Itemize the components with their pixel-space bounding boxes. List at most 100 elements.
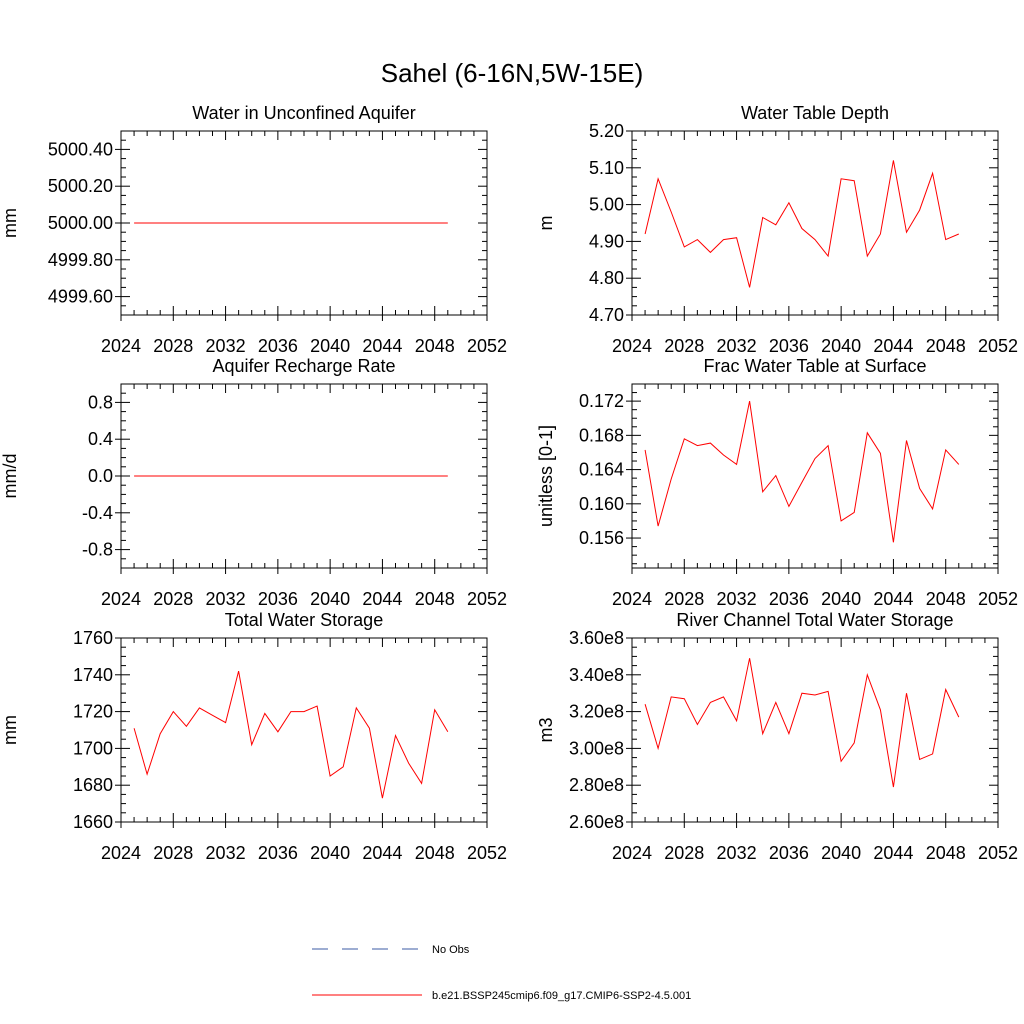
series-line (644, 658, 960, 788)
y-tick-label: 1720 (73, 702, 113, 722)
x-tick-label: 2028 (153, 589, 193, 609)
x-tick-label: 2040 (310, 589, 350, 609)
y-axis-label: m3 (536, 717, 556, 742)
y-tick-label: 0.0 (88, 466, 113, 486)
x-tick-label: 2032 (717, 589, 757, 609)
x-tick-label: 2032 (206, 589, 246, 609)
y-tick-label: 1740 (73, 665, 113, 685)
plot-frame (631, 383, 999, 569)
x-tick-label: 2024 (612, 336, 652, 356)
x-tick-label: 2044 (362, 336, 402, 356)
y-tick-label: 5.20 (589, 121, 624, 141)
panel-title: Water in Unconfined Aquifer (192, 103, 415, 123)
y-tick-label: 4.70 (589, 305, 624, 325)
x-tick-label: 2040 (821, 336, 861, 356)
x-tick-label: 2024 (101, 589, 141, 609)
y-tick-label: 1660 (73, 812, 113, 832)
x-tick-label: 2028 (153, 336, 193, 356)
y-tick-label: 4999.80 (48, 250, 113, 270)
x-tick-label: 2044 (873, 589, 913, 609)
x-tick-label: 2032 (206, 843, 246, 863)
y-tick-label: 0.160 (579, 494, 624, 514)
plot-frame (120, 637, 488, 823)
plot-frame (631, 637, 999, 823)
y-tick-label: 3.00e8 (569, 738, 624, 758)
legend-model-label: b.e21.BSSP245cmip6.f09_g17.CMIP6-SSP2-4.… (432, 990, 691, 1002)
y-tick-label: 4.90 (589, 231, 624, 251)
y-tick-label: 1760 (73, 628, 113, 648)
x-tick-label: 2024 (612, 589, 652, 609)
x-tick-label: 2032 (206, 336, 246, 356)
y-tick-label: 2.80e8 (569, 775, 624, 795)
plot-frame (631, 130, 999, 316)
y-tick-label: 5000.40 (48, 139, 113, 159)
chart-panel-2: Water Table Depth 2024 2028 2032 2036 2040 204… (536, 103, 1018, 356)
x-tick-label: 2032 (717, 336, 757, 356)
x-tick-label: 2036 (258, 336, 298, 356)
x-tick-label: 2052 (467, 336, 507, 356)
panel-title: Water Table Depth (741, 103, 889, 123)
y-tick-label: 0.172 (579, 391, 624, 411)
y-axis-label: unitless [0-1] (536, 425, 556, 527)
y-tick-label: 4999.60 (48, 287, 113, 307)
y-tick-label: 0.8 (88, 392, 113, 412)
x-tick-label: 2040 (310, 843, 350, 863)
legend-obs-label: No Obs (432, 944, 470, 956)
y-tick-label: 5.00 (589, 195, 624, 215)
x-tick-label: 2048 (926, 336, 966, 356)
x-tick-label: 2048 (415, 843, 455, 863)
panel-title: Frac Water Table at Surface (703, 356, 926, 376)
x-tick-label: 2028 (664, 589, 704, 609)
x-tick-label: 2024 (612, 843, 652, 863)
x-tick-label: 2040 (310, 336, 350, 356)
chart-panel-3: Aquifer Recharge Rate 2024 2028 2032 2036 204… (0, 356, 507, 609)
x-tick-label: 2036 (769, 589, 809, 609)
x-tick-label: 2048 (415, 589, 455, 609)
x-tick-label: 2036 (769, 843, 809, 863)
y-tick-label: 0.168 (579, 425, 624, 445)
y-tick-label: 5.10 (589, 158, 624, 178)
x-tick-label: 2052 (978, 843, 1018, 863)
y-tick-label: 0.156 (579, 528, 624, 548)
y-tick-label: 3.20e8 (569, 702, 624, 722)
x-tick-label: 2052 (978, 336, 1018, 356)
x-tick-label: 2048 (926, 589, 966, 609)
series-line (644, 400, 960, 543)
chart-panel-4: Frac Water Table at Surface 2024 2028 2032 2… (536, 356, 1018, 609)
series-line (644, 160, 959, 288)
x-tick-label: 2036 (258, 843, 298, 863)
chart-panel-1: Water in Unconfined Aquifer 2024 2028 2032 2… (0, 103, 507, 356)
x-tick-label: 2032 (717, 843, 757, 863)
x-tick-label: 2024 (101, 843, 141, 863)
x-tick-label: 2044 (873, 336, 913, 356)
y-tick-label: 3.60e8 (569, 628, 624, 648)
y-tick-label: 3.40e8 (569, 665, 624, 685)
x-tick-label: 2040 (821, 589, 861, 609)
panel-grid: Water in Unconfined Aquifer 2024 2028 2032 2… (0, 103, 1018, 863)
legend: No Obs b.e21.BSSP245cmip6.f09_g17.CMIP6-… (312, 944, 691, 1002)
chart-panel-5: Total Water Storage 2024 2028 2032 2036 2040 2… (0, 610, 507, 863)
x-tick-label: 2040 (821, 843, 861, 863)
x-tick-label: 2028 (664, 336, 704, 356)
chart-panel-6: River Channel Total Water Storage 2024 202… (536, 610, 1018, 863)
y-tick-label: -0.4 (82, 503, 113, 523)
y-axis-label: m (536, 216, 556, 231)
series-line (133, 670, 449, 799)
x-tick-label: 2044 (362, 843, 402, 863)
figure-title: Sahel (6-16N,5W-15E) (381, 58, 644, 88)
x-tick-label: 2052 (978, 589, 1018, 609)
x-tick-label: 2044 (873, 843, 913, 863)
y-tick-label: 0.4 (88, 429, 113, 449)
x-tick-label: 2028 (664, 843, 704, 863)
y-tick-label: 1680 (73, 775, 113, 795)
y-axis-label: mm (0, 715, 20, 745)
x-tick-label: 2036 (258, 589, 298, 609)
y-tick-label: 0.164 (579, 460, 624, 480)
x-tick-label: 2052 (467, 589, 507, 609)
y-axis-label: mm/d (0, 454, 20, 499)
panel-title: Aquifer Recharge Rate (212, 356, 395, 376)
x-tick-label: 2044 (362, 589, 402, 609)
x-tick-label: 2036 (769, 336, 809, 356)
y-tick-label: 1700 (73, 738, 113, 758)
